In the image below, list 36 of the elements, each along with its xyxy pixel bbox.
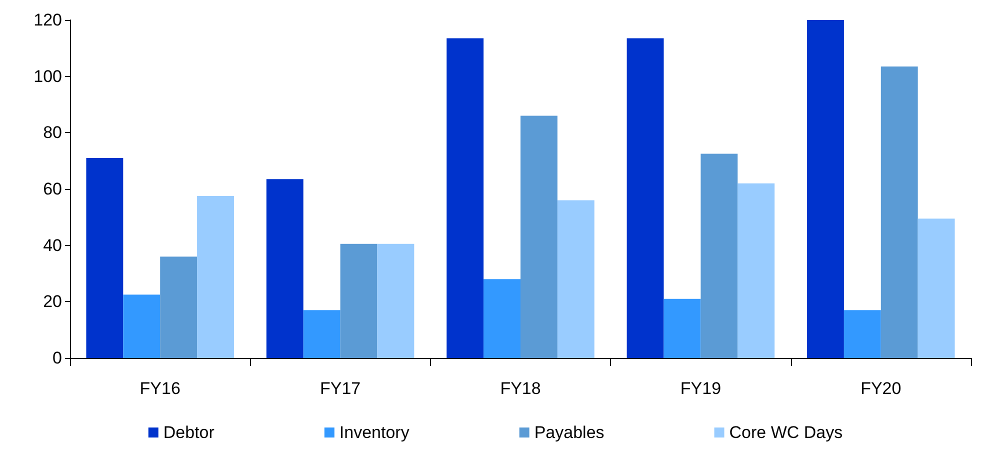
legend-label: Debtor — [163, 423, 215, 442]
bar — [844, 310, 881, 358]
bar — [918, 218, 955, 358]
bar — [340, 244, 378, 358]
bar — [377, 244, 414, 358]
y-tick-label: 0 — [52, 348, 62, 368]
bar — [446, 38, 484, 358]
bar — [303, 310, 340, 358]
bar — [123, 294, 160, 358]
y-tick-label: 120 — [34, 10, 62, 30]
bar — [807, 20, 844, 358]
bar — [738, 183, 775, 358]
bar — [700, 154, 738, 358]
x-tick-label: FY17 — [320, 379, 361, 398]
bar — [484, 279, 520, 358]
x-tick-label: FY19 — [680, 379, 722, 398]
bar — [626, 38, 664, 358]
y-tick-label: 60 — [43, 180, 62, 198]
bar — [880, 66, 918, 358]
legend-label: Payables — [534, 423, 604, 442]
bar — [266, 179, 304, 358]
x-tick-label: FY20 — [860, 379, 902, 398]
legend-label: Inventory — [339, 423, 410, 442]
y-tick-label: 40 — [43, 236, 62, 255]
y-tick-label: 20 — [43, 292, 62, 312]
x-tick-label: FY18 — [500, 379, 541, 398]
legend-label: Core WC Days — [729, 423, 843, 442]
y-tick-label: 80 — [43, 123, 62, 142]
bar — [86, 158, 124, 358]
bar — [520, 116, 558, 358]
y-tick-label: 100 — [34, 66, 62, 86]
bar — [664, 298, 701, 358]
bar — [557, 200, 594, 358]
bar — [160, 256, 198, 358]
bar — [197, 196, 234, 358]
x-tick-label: FY16 — [140, 379, 180, 398]
